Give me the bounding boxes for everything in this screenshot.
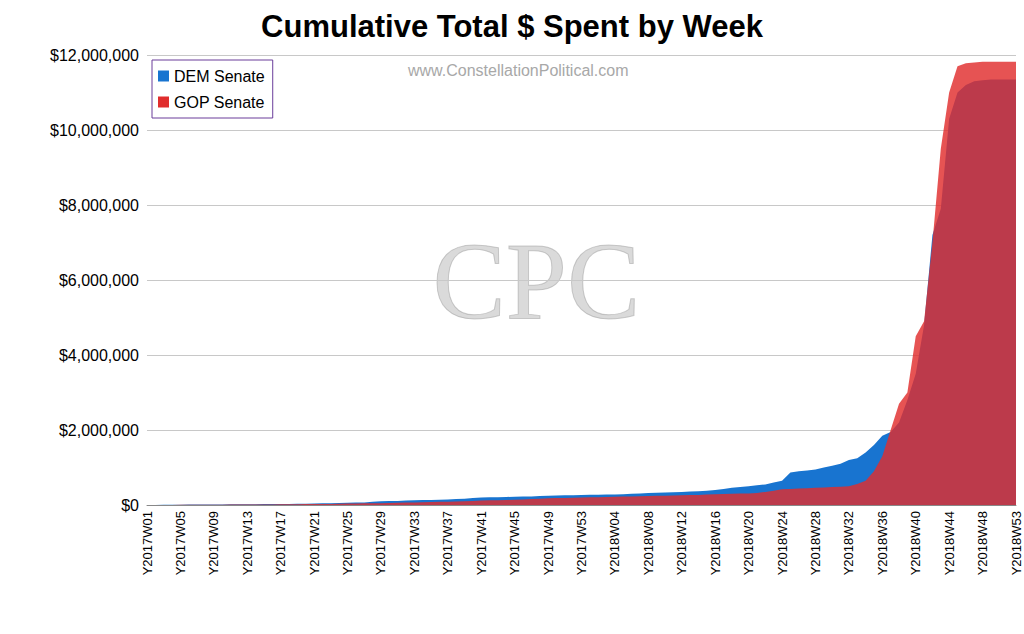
svg-text:Y2017W45: Y2017W45 <box>507 511 522 575</box>
svg-text:CPC: CPC <box>432 219 641 342</box>
svg-text:$2,000,000: $2,000,000 <box>59 422 139 439</box>
svg-text:Y2017W13: Y2017W13 <box>240 511 255 575</box>
svg-text:Y2017W53: Y2017W53 <box>574 511 589 575</box>
svg-text:$10,000,000: $10,000,000 <box>50 122 139 139</box>
svg-text:Y2018W40: Y2018W40 <box>908 511 923 575</box>
svg-text:Y2018W48: Y2018W48 <box>975 511 990 575</box>
svg-text:Y2018W32: Y2018W32 <box>841 511 856 575</box>
svg-text:Y2018W24: Y2018W24 <box>775 511 790 575</box>
svg-text:Cumulative Total $ Spent by We: Cumulative Total $ Spent by Week <box>261 9 764 44</box>
svg-text:www.ConstellationPolitical.com: www.ConstellationPolitical.com <box>407 62 629 79</box>
svg-text:Y2017W41: Y2017W41 <box>474 511 489 575</box>
svg-text:Y2017W09: Y2017W09 <box>206 511 221 575</box>
svg-text:$6,000,000: $6,000,000 <box>59 272 139 289</box>
svg-text:DEM Senate: DEM Senate <box>174 68 265 85</box>
svg-text:Y2018W44: Y2018W44 <box>942 511 957 575</box>
svg-text:$12,000,000: $12,000,000 <box>50 47 139 64</box>
svg-text:$8,000,000: $8,000,000 <box>59 197 139 214</box>
svg-text:Y2017W25: Y2017W25 <box>340 511 355 575</box>
svg-text:$0: $0 <box>121 497 139 514</box>
svg-text:Y2018W36: Y2018W36 <box>875 511 890 575</box>
svg-text:Y2018W28: Y2018W28 <box>808 511 823 575</box>
svg-text:Y2018W16: Y2018W16 <box>708 511 723 575</box>
svg-text:GOP Senate: GOP Senate <box>174 94 265 111</box>
svg-text:$4,000,000: $4,000,000 <box>59 347 139 364</box>
svg-text:Y2017W21: Y2017W21 <box>307 511 322 575</box>
svg-text:Y2017W33: Y2017W33 <box>407 511 422 575</box>
svg-text:Y2017W05: Y2017W05 <box>173 511 188 575</box>
svg-text:Y2017W49: Y2017W49 <box>541 511 556 575</box>
svg-text:Y2017W37: Y2017W37 <box>440 511 455 575</box>
svg-text:Y2018W20: Y2018W20 <box>741 511 756 575</box>
svg-text:Y2018W04: Y2018W04 <box>607 511 622 575</box>
svg-text:Y2018W53: Y2018W53 <box>1009 511 1024 575</box>
svg-text:Y2018W12: Y2018W12 <box>674 511 689 575</box>
svg-text:Y2018W08: Y2018W08 <box>641 511 656 575</box>
svg-text:Y2017W17: Y2017W17 <box>273 511 288 575</box>
svg-text:Y2017W01: Y2017W01 <box>140 511 155 575</box>
svg-text:Y2017W29: Y2017W29 <box>373 511 388 575</box>
